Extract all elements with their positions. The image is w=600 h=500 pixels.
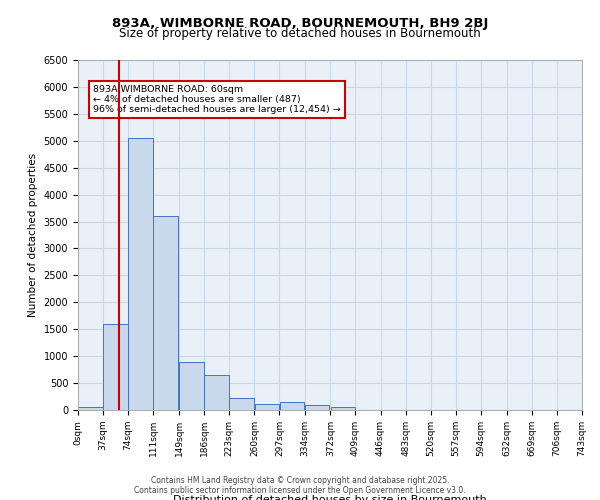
Bar <box>78 408 103 410</box>
Bar <box>305 405 329 410</box>
Text: 893A WIMBORNE ROAD: 60sqm
← 4% of detached houses are smaller (487)
96% of semi-: 893A WIMBORNE ROAD: 60sqm ← 4% of detach… <box>93 84 341 114</box>
Bar <box>229 398 254 410</box>
Text: Size of property relative to detached houses in Bournemouth: Size of property relative to detached ho… <box>119 28 481 40</box>
X-axis label: Distribution of detached houses by size in Bournemouth: Distribution of detached houses by size … <box>173 495 487 500</box>
Y-axis label: Number of detached properties: Number of detached properties <box>28 153 38 317</box>
Text: 893A, WIMBORNE ROAD, BOURNEMOUTH, BH9 2BJ: 893A, WIMBORNE ROAD, BOURNEMOUTH, BH9 2B… <box>112 18 488 30</box>
Bar <box>179 362 204 410</box>
Bar <box>331 408 355 410</box>
Bar <box>103 324 128 410</box>
Bar <box>154 216 178 410</box>
Text: Contains public sector information licensed under the Open Government Licence v3: Contains public sector information licen… <box>134 486 466 495</box>
Text: Contains HM Land Registry data © Crown copyright and database right 2025.: Contains HM Land Registry data © Crown c… <box>151 476 449 485</box>
Bar <box>205 375 229 410</box>
Bar <box>254 404 279 410</box>
Bar <box>280 402 304 410</box>
Bar <box>128 138 153 410</box>
